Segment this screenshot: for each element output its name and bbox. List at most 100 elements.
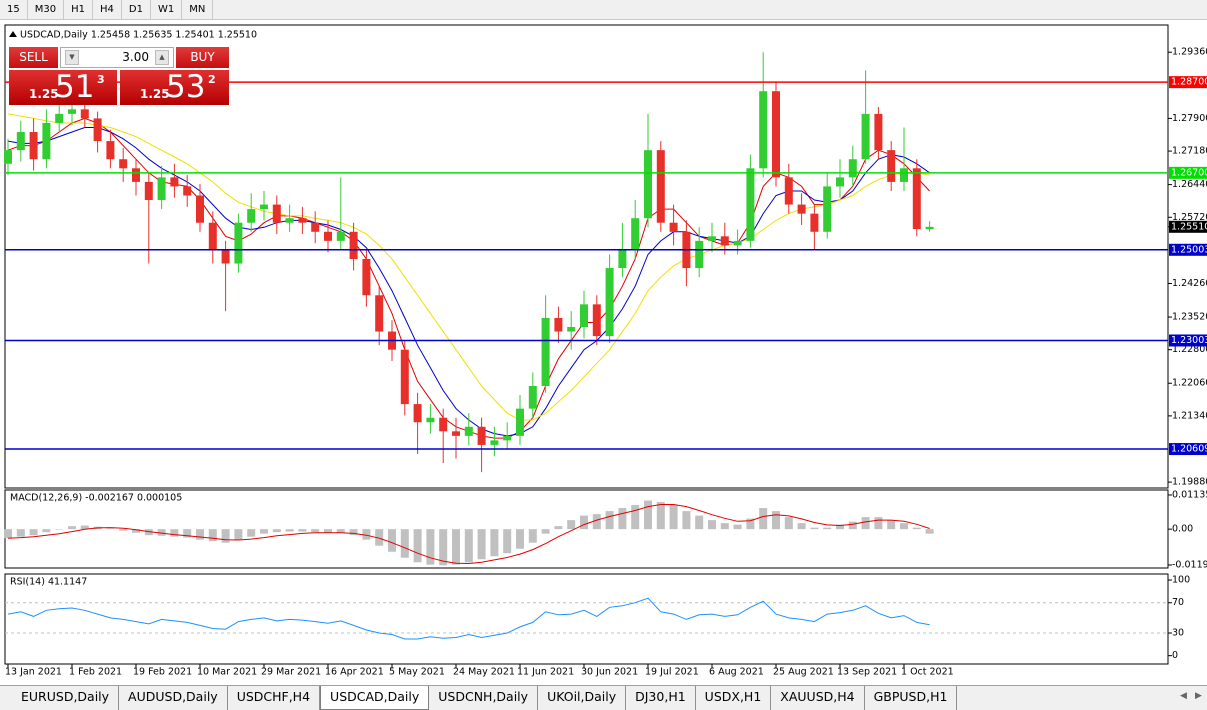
tab-scroll-right[interactable]: ▶ (1195, 691, 1202, 701)
level-label-box (1169, 443, 1207, 456)
macd-bar (106, 528, 115, 530)
level-label: 1.25003 (1171, 244, 1207, 255)
lot-field[interactable]: ▼ 3.00 ▲ (60, 47, 174, 68)
macd-bar (55, 529, 64, 530)
timeframe-button[interactable]: M30 (28, 0, 65, 19)
candle-body (810, 213, 819, 232)
candle-body (157, 177, 166, 201)
chart-tab[interactable]: DJ30,H1 (626, 686, 696, 710)
chart-tab[interactable]: XAUUSD,H4 (771, 686, 865, 710)
macd-bar (912, 527, 921, 530)
macd-bar (695, 515, 704, 530)
price-main: 51 (55, 69, 95, 105)
macd-bar (605, 511, 614, 530)
macd-bar (836, 524, 844, 530)
macd-bar (887, 520, 896, 530)
x-tick-label: 24 May 2021 (453, 667, 515, 678)
candle-body (247, 209, 256, 223)
macd-bar (528, 529, 537, 543)
x-tick-label: 1 Feb 2021 (69, 667, 122, 678)
candle-body (272, 204, 281, 223)
candle-body (669, 222, 678, 232)
x-tick-label: 19 Jul 2021 (645, 667, 699, 678)
candle-body (477, 426, 486, 445)
y-tick-label: 70 (1172, 597, 1184, 608)
timeframe-button[interactable]: H1 (64, 0, 93, 19)
lot-down[interactable]: ▼ (65, 50, 79, 65)
chart-tab[interactable]: USDX,H1 (696, 686, 772, 710)
candle-body (93, 118, 102, 142)
chart-tab[interactable]: USDCNH,Daily (429, 686, 539, 710)
x-tick-label: 30 Jun 2021 (581, 667, 638, 678)
candle-body (16, 132, 25, 151)
candle-body (720, 236, 729, 246)
candle-body (541, 317, 550, 386)
macd-bar (68, 526, 76, 530)
macd-bar (516, 529, 524, 549)
collapse-icon (9, 31, 17, 37)
macd-bar (16, 529, 25, 537)
timeframe-button[interactable]: W1 (151, 0, 183, 19)
y-tick-label: 1.26440 (1172, 179, 1207, 190)
price-prefix: 1.25 (29, 87, 59, 101)
x-tick-label: 29 Mar 2021 (261, 667, 321, 678)
candle-body (528, 385, 537, 409)
level-label-box (1169, 166, 1207, 179)
price-fraction: 3 (97, 73, 105, 86)
sell-button[interactable]: SELL (9, 47, 58, 68)
x-tick-label: 19 Feb 2021 (133, 667, 192, 678)
x-tick-label: 13 Jan 2021 (5, 667, 62, 678)
chart-tab[interactable]: GBPUSD,H1 (865, 686, 958, 710)
candle-body (759, 91, 768, 169)
macd-bar (464, 529, 473, 563)
chart-tab[interactable]: UKOil,Daily (538, 686, 627, 710)
timeframe-button[interactable]: 15 (0, 0, 28, 19)
moving-average (7, 113, 930, 421)
macd-bar (848, 521, 857, 530)
level-label: 1.28700 (1171, 77, 1207, 88)
macd-bar (503, 529, 512, 554)
macd-bar (708, 520, 716, 530)
candle-body (848, 159, 857, 178)
macd-bar (260, 529, 268, 534)
macd-bar (656, 502, 665, 530)
macd-bar (272, 529, 281, 533)
macd-title: MACD(12,26,9) -0.002167 0.000105 (10, 493, 182, 504)
chart-tab[interactable]: USDCAD,Daily (320, 686, 430, 710)
candle-body (413, 404, 422, 423)
timeframe-button[interactable]: MN (182, 0, 214, 19)
y-tick-label: 1.23520 (1172, 312, 1207, 323)
chart-tabs: EURUSD,Daily AUDUSD,Daily USDCHF,H4 USDCAD,… (0, 685, 1207, 710)
chart-tab[interactable]: EURUSD,Daily (12, 686, 120, 710)
candle-body (4, 150, 12, 164)
candle-body (208, 222, 217, 250)
macd-bar (733, 524, 742, 530)
macd-bar (720, 523, 729, 530)
macd-bar (580, 515, 588, 530)
sell-price[interactable]: 1.25 51 3 (9, 69, 117, 105)
y-tick-label: 1.27900 (1172, 113, 1207, 124)
buy-price[interactable]: 1.25 53 2 (120, 69, 229, 105)
macd-bar (810, 527, 819, 530)
y-tick-label: 1.21340 (1172, 410, 1207, 421)
timeframe-button[interactable]: D1 (122, 0, 151, 19)
rsi-title: RSI(14) 41.1147 (10, 577, 87, 588)
y-tick-label: 1.29360 (1172, 47, 1207, 58)
y-tick-label: 1.22060 (1172, 378, 1207, 389)
candle-body (298, 218, 307, 223)
candle-body (260, 204, 268, 210)
lot-up[interactable]: ▲ (155, 50, 169, 65)
macd-bar (669, 505, 678, 530)
chart-tab[interactable]: AUDUSD,Daily (119, 686, 228, 710)
timeframe-button[interactable]: H4 (93, 0, 122, 19)
candle-body (618, 249, 627, 269)
candle-body (452, 431, 460, 436)
chart-tab[interactable]: USDCHF,H4 (228, 686, 321, 710)
macd-bar (823, 527, 832, 530)
macd-bar (132, 529, 140, 533)
candle-body (772, 91, 780, 178)
x-tick-label: 11 Jun 2021 (517, 667, 574, 678)
buy-button[interactable]: BUY (176, 47, 229, 68)
candle-body (925, 226, 934, 230)
tab-scroll-left[interactable]: ◀ (1180, 691, 1187, 701)
